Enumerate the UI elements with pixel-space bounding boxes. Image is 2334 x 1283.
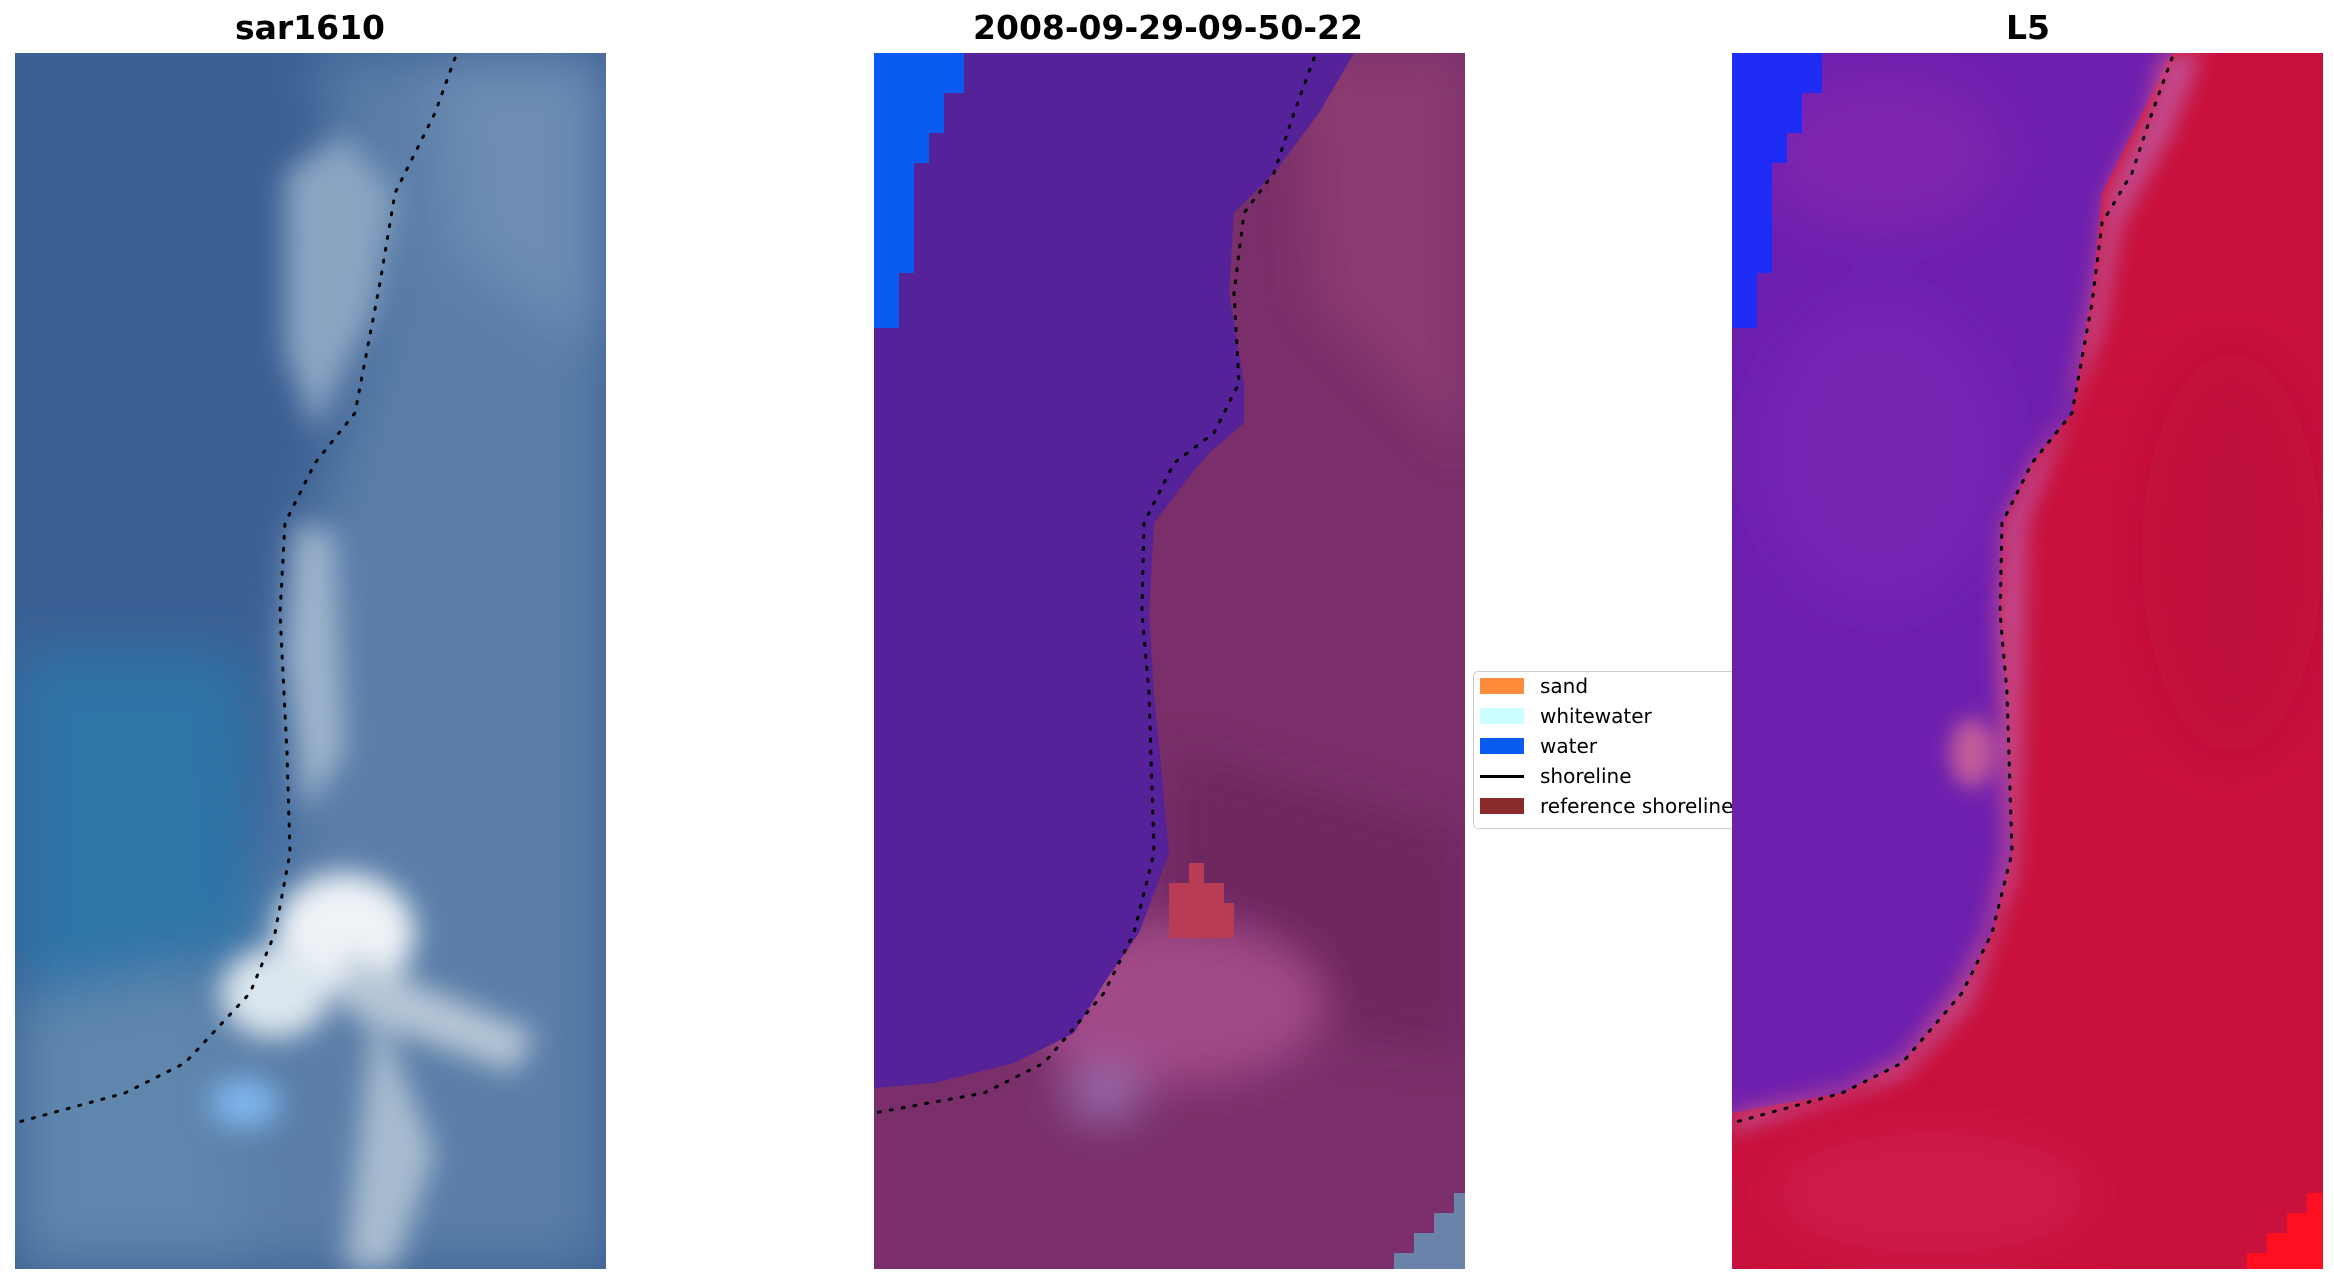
legend: sand whitewater water shoreline referenc…: [1473, 671, 1753, 829]
detected-shoreline: [874, 56, 1316, 1115]
water-class-region: [1732, 53, 1822, 328]
rgb-satellite-image: [15, 53, 606, 1269]
panel-title-l5: L5: [2006, 8, 2050, 47]
whitewater-swatch: [1480, 708, 1524, 724]
rgb-image-panel: [15, 53, 606, 1269]
sand-highlight: [1169, 863, 1234, 938]
legend-label-water: water: [1540, 734, 1597, 758]
classified-image-panel: [874, 53, 1465, 1269]
legend-item-shoreline: shoreline: [1480, 762, 1632, 790]
legend-label-reference-shoreline: reference shoreline: [1540, 794, 1734, 818]
detected-shoreline: [15, 56, 457, 1125]
sand-swatch: [1480, 678, 1524, 694]
panel-title-sar1610: sar1610: [234, 8, 386, 47]
legend-item-water: water: [1480, 732, 1597, 760]
index-image-panel: [1732, 53, 2323, 1269]
classified-image: [874, 53, 1465, 1269]
water-overlay-region: [874, 53, 1354, 1088]
legend-label-sand: sand: [1540, 674, 1589, 698]
water-swatch: [1480, 738, 1524, 754]
legend-label-shoreline: shoreline: [1540, 764, 1632, 788]
index-image: [1732, 53, 2323, 1269]
legend-label-whitewater: whitewater: [1540, 704, 1652, 728]
legend-item-sand: sand: [1480, 672, 1588, 700]
reference-shoreline-swatch: [1480, 798, 1524, 814]
water-class-region: [874, 53, 964, 328]
legend-item-reference-shoreline: reference shoreline: [1480, 792, 1733, 820]
panel-title-date: 2008-09-29-09-50-22: [973, 8, 1363, 47]
legend-item-whitewater: whitewater: [1480, 702, 1652, 730]
shoreline-line-swatch: [1480, 774, 1524, 778]
